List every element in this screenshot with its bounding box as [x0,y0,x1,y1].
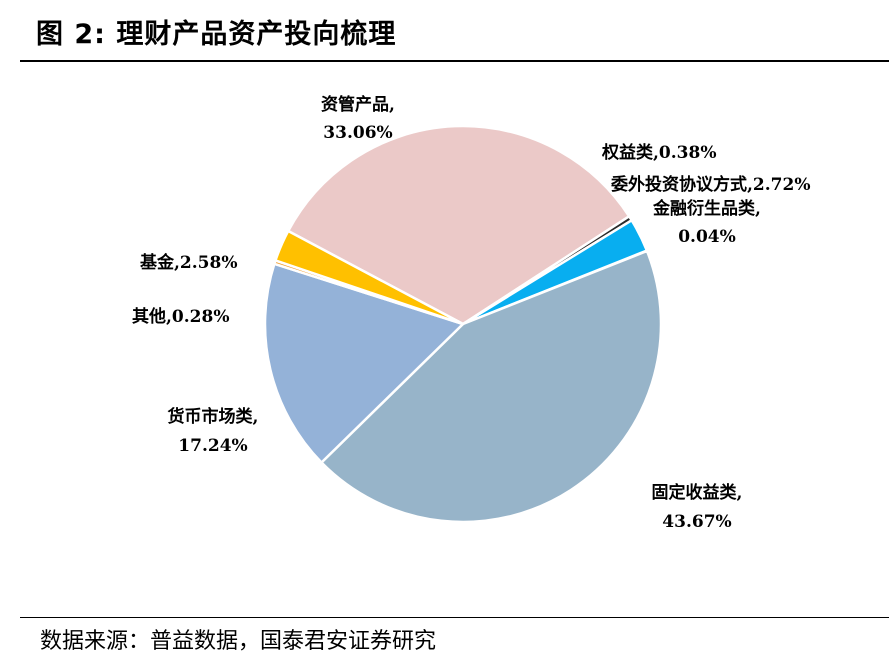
slice-label-4-name: 金融衍生品类, [652,198,761,219]
pie-slice-6 [263,262,465,464]
pie-slices [263,124,663,524]
slice-label-7: 其他,0.28% [132,306,229,327]
slice-label-1-name: 资管产品, [321,94,395,115]
pie-labels: 资管产品, 33.06% 权益类,0.38% 委外投资协议方式,2.72% 金融衍生品类… [132,94,810,532]
slice-label-8: 基金,2.58% [139,252,237,273]
slice-label-4-value: 0.04% [678,227,736,247]
pie-slice-1 [286,124,631,326]
slice-label-2: 权益类,0.38% [601,142,716,163]
slice-label-3: 委外投资协议方式,2.72% [610,174,810,195]
slice-label-6-value: 17.24% [178,436,247,456]
source-divider [20,617,889,618]
pie-slice-5 [320,249,663,524]
page-title: 图 2: 理财产品资产投向梳理 [36,19,397,50]
slice-label-5-value: 43.67% [662,512,731,532]
slice-label-6-name: 货币市场类, [168,406,259,427]
slice-label-5-name: 固定收益类, [652,482,743,503]
slice-label-1-value: 33.06% [323,123,392,143]
pie-slice-8 [274,229,465,326]
title-divider [20,60,889,62]
source-note: 数据来源：普益数据，国泰君安证券研究 [40,629,437,654]
